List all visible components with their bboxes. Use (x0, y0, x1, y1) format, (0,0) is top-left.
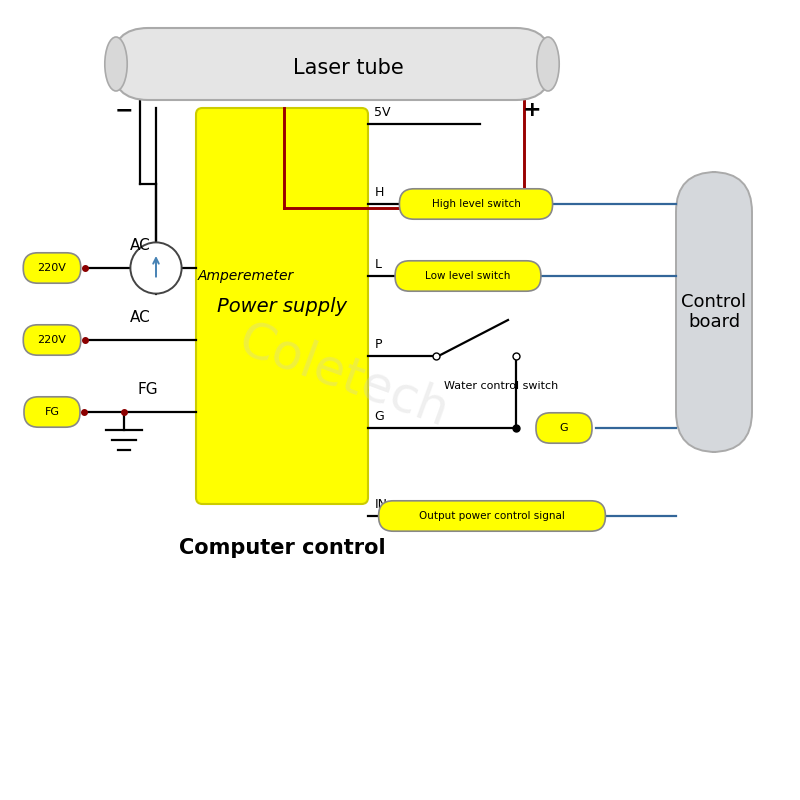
Ellipse shape (105, 37, 127, 91)
Text: Low level switch: Low level switch (426, 271, 510, 281)
Text: FG: FG (138, 382, 158, 397)
Text: G: G (560, 423, 568, 433)
FancyBboxPatch shape (676, 172, 752, 452)
Text: H: H (374, 186, 384, 199)
FancyBboxPatch shape (536, 413, 592, 443)
FancyBboxPatch shape (23, 253, 81, 283)
Ellipse shape (537, 37, 559, 91)
Text: 5V: 5V (374, 106, 391, 119)
FancyBboxPatch shape (24, 397, 80, 427)
Text: Coletech: Coletech (233, 316, 455, 436)
Text: Water control switch: Water control switch (444, 382, 558, 391)
Text: High level switch: High level switch (431, 199, 521, 209)
Text: IN: IN (374, 498, 387, 511)
FancyBboxPatch shape (23, 325, 81, 355)
Text: Computer control: Computer control (178, 538, 386, 558)
Text: Power supply: Power supply (217, 297, 347, 315)
Text: 220V: 220V (38, 335, 66, 345)
FancyBboxPatch shape (378, 501, 606, 531)
Text: G: G (374, 410, 384, 423)
Text: Amperemeter: Amperemeter (198, 269, 294, 283)
Text: AC: AC (130, 310, 150, 325)
Text: Output power control signal: Output power control signal (419, 511, 565, 521)
Text: AC: AC (130, 238, 150, 253)
Text: −: − (114, 100, 134, 120)
Text: 220V: 220V (38, 263, 66, 273)
Text: +: + (522, 100, 542, 120)
Text: L: L (374, 258, 382, 271)
Text: Laser tube: Laser tube (293, 58, 403, 78)
FancyBboxPatch shape (399, 189, 553, 219)
Text: P: P (374, 338, 382, 351)
Text: FG: FG (45, 407, 59, 417)
FancyBboxPatch shape (196, 108, 368, 504)
FancyBboxPatch shape (395, 261, 541, 291)
Text: Control
board: Control board (682, 293, 746, 331)
Circle shape (130, 242, 182, 294)
FancyBboxPatch shape (112, 28, 552, 100)
